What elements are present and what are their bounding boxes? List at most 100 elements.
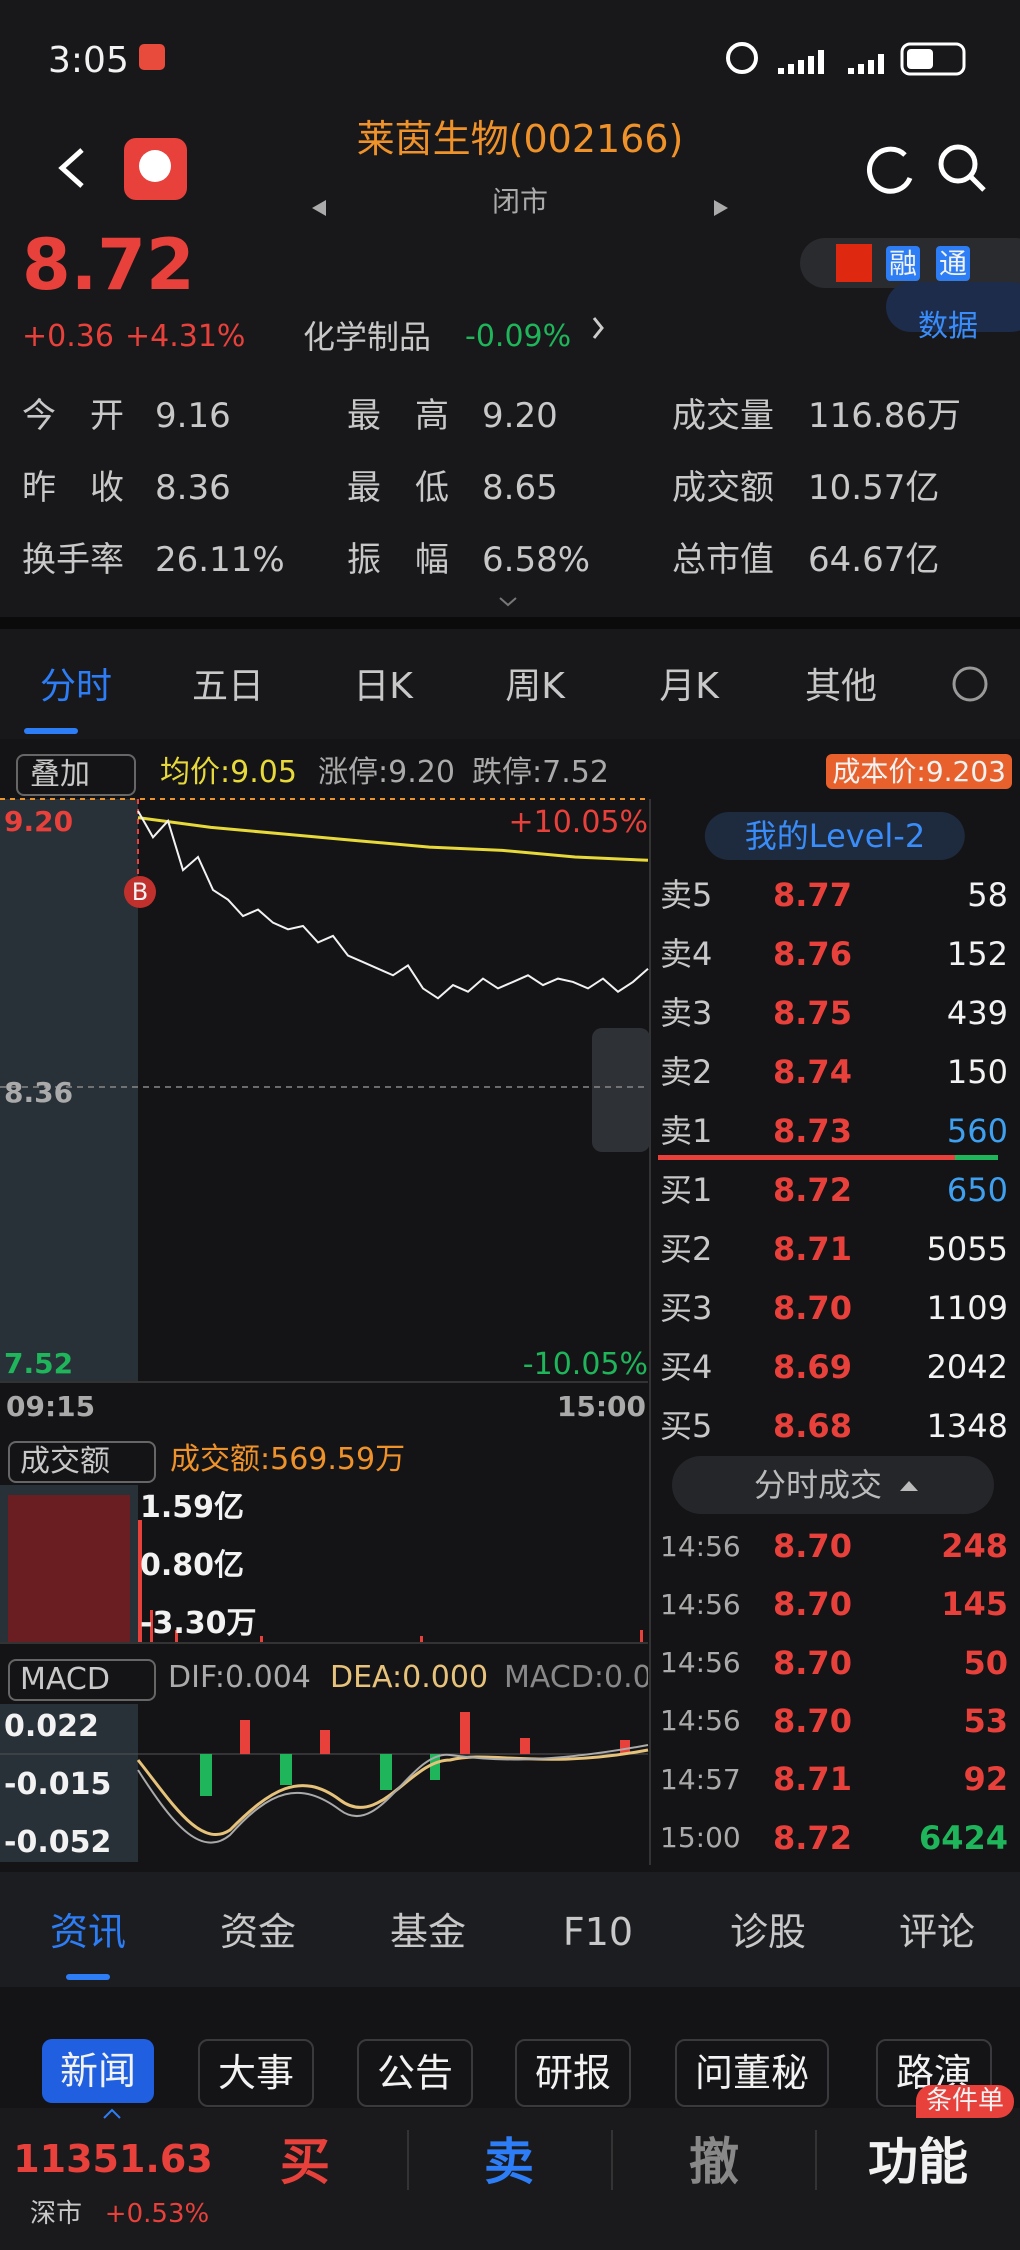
status-time: 3:05 — [48, 39, 129, 81]
refresh-icon[interactable] — [867, 146, 913, 194]
data-pill[interactable] — [886, 282, 1020, 332]
chart-tab[interactable]: 五日 — [191, 665, 265, 707]
sub-tab[interactable]: 公告 — [356, 2039, 474, 2108]
info-tab[interactable]: 诊股 — [729, 1910, 807, 1955]
book-volume: 560 — [946, 1112, 1008, 1150]
index-market: 深市 — [29, 2198, 83, 2229]
avg-price-line — [137, 816, 649, 862]
trade-price: 8.71 — [773, 1760, 852, 1799]
info-tab[interactable]: 基金 — [389, 1910, 467, 1955]
info-tab[interactable]: 评论 — [898, 1910, 976, 1955]
chart-tab[interactable]: 周K — [505, 665, 565, 707]
y-axis-bottom: 7.52 — [4, 1346, 74, 1380]
book-label: 卖4 — [660, 935, 713, 973]
cancel-button[interactable]: 撤 — [689, 2132, 739, 2191]
book-label: 买3 — [660, 1289, 713, 1327]
pct-top: +10.05% — [508, 805, 648, 841]
book-price: 8.72 — [773, 1171, 852, 1209]
badge: 融 — [885, 245, 921, 281]
time-end: 15:00 — [556, 1389, 646, 1423]
info-tab[interactable]: 资讯 — [49, 1910, 127, 1955]
bid-ask-ratio-red — [658, 1155, 998, 1160]
book-price: 8.77 — [773, 876, 852, 914]
price-change-pct: +4.31% — [125, 319, 246, 355]
book-volume: 58 — [967, 876, 1008, 914]
trade-volume: 145 — [941, 1585, 1008, 1624]
sub-tab[interactable]: 问董秘 — [674, 2039, 830, 2108]
expand-index[interactable] — [103, 2108, 121, 2119]
macd-bars — [240, 1712, 630, 1754]
tabs-bg — [0, 629, 1020, 739]
prev-arrow[interactable] — [312, 200, 326, 216]
trade-volume: 50 — [963, 1643, 1008, 1682]
volume-select[interactable]: 成交额 — [8, 1441, 156, 1484]
sector-name: 化学制品 — [303, 318, 432, 356]
macd-dif-line — [137, 1744, 649, 1844]
macd-dif: DIF:0.004 — [168, 1660, 311, 1696]
expand-icon[interactable] — [499, 597, 517, 607]
header-bg — [0, 0, 1020, 617]
sell-button[interactable]: 卖 — [484, 2132, 534, 2191]
buy-button[interactable]: 买 — [280, 2132, 330, 2191]
sub-tab[interactable]: 研报 — [514, 2039, 632, 2108]
trade-time: 15:00 — [660, 1821, 741, 1854]
macd-bars — [200, 1754, 440, 1796]
battery-icon — [900, 42, 966, 76]
stat-value: 26.11% — [155, 539, 285, 580]
book-label: 卖3 — [660, 994, 713, 1032]
volume-label: 成交额:569.59万 — [170, 1442, 406, 1478]
info-tab[interactable]: F10 — [562, 1910, 634, 1955]
y-axis-mid: 8.36 — [4, 1075, 74, 1109]
trade-price: 8.70 — [773, 1527, 852, 1565]
book-price: 8.74 — [773, 1053, 852, 1091]
book-volume: 2042 — [926, 1348, 1008, 1386]
stat-label: 总市值 — [672, 539, 774, 580]
trade-price: 8.70 — [773, 1701, 852, 1740]
trades-tab[interactable]: 分时成交 — [753, 1466, 883, 1504]
chart-tab[interactable]: 分时 — [39, 665, 113, 707]
book-price: 8.69 — [773, 1348, 852, 1386]
trades-tab-bg[interactable] — [672, 1456, 994, 1514]
stat-label: 最低 — [347, 467, 483, 508]
settings-icon[interactable] — [952, 666, 988, 702]
trade-time: 14:56 — [660, 1704, 741, 1738]
data-button[interactable]: 数据 — [918, 309, 978, 345]
collapse-handle[interactable] — [592, 1028, 650, 1152]
book-price: 8.73 — [773, 1112, 852, 1150]
search-icon[interactable] — [938, 144, 978, 184]
chart-tab[interactable]: 日K — [353, 665, 413, 707]
book-price: 8.71 — [773, 1230, 852, 1268]
back-icon[interactable] — [58, 148, 84, 188]
book-label: 卖2 — [660, 1053, 713, 1091]
book-volume: 650 — [946, 1171, 1008, 1209]
info-tab[interactable]: 资金 — [219, 1910, 297, 1955]
overlay-select[interactable]: 叠加 — [16, 754, 136, 797]
function-button[interactable]: 功能 — [868, 2132, 968, 2191]
book-label: 买2 — [660, 1230, 713, 1268]
book-volume: 150 — [946, 1053, 1008, 1091]
chart-tab[interactable]: 月K — [659, 665, 719, 707]
book-label: 卖5 — [660, 876, 713, 914]
stock-title: 莱茵生物(002166) — [356, 117, 684, 162]
stat-label: 昨收 — [22, 467, 158, 508]
level2-button[interactable]: 我的Level-2 — [704, 812, 966, 860]
book-label: 买5 — [660, 1407, 713, 1445]
app-notification-icon — [139, 44, 165, 70]
macd-select[interactable]: MACD — [8, 1659, 156, 1702]
stat-label: 换手率 — [22, 539, 124, 580]
stat-value: 116.86万 — [808, 395, 961, 436]
book-price: 8.68 — [773, 1407, 852, 1445]
stat-value: 8.36 — [155, 467, 231, 508]
buy-marker-label: B — [131, 878, 149, 906]
next-arrow[interactable] — [714, 200, 728, 216]
time-start: 09:15 — [6, 1389, 96, 1423]
condition-tag: 条件单 — [915, 2084, 1015, 2118]
stat-label: 今开 — [22, 395, 158, 436]
book-volume: 1348 — [926, 1407, 1008, 1445]
index-change: +0.53% — [104, 2198, 210, 2229]
chart-tab[interactable]: 其他 — [804, 665, 878, 707]
sub-tab[interactable]: 大事 — [197, 2039, 315, 2108]
sub-tab[interactable]: 新闻 — [41, 2039, 155, 2104]
book-volume: 152 — [946, 935, 1008, 973]
book-label: 卖1 — [660, 1112, 713, 1150]
